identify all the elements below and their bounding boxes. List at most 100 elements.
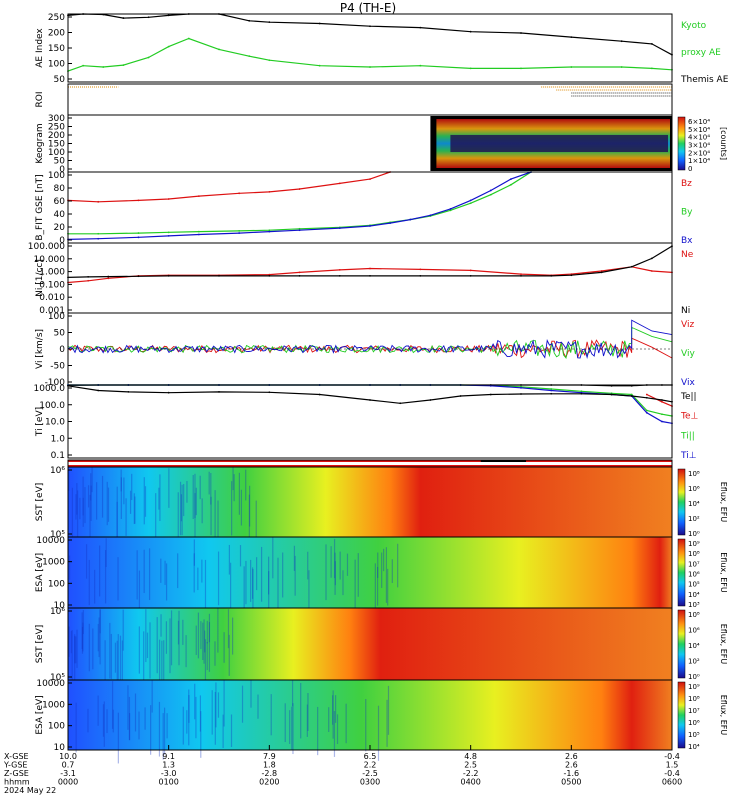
legend-entry: Ti⊥ bbox=[680, 451, 697, 461]
spectrogram-texture bbox=[201, 559, 203, 583]
footer-value: 1.5 bbox=[666, 761, 679, 770]
y-tick-label: 100 bbox=[48, 722, 65, 732]
spectrogram-texture bbox=[214, 490, 216, 544]
data-point bbox=[449, 209, 452, 212]
spectrogram-texture bbox=[240, 489, 243, 526]
spectrogram-texture bbox=[116, 486, 118, 542]
data-point bbox=[600, 271, 603, 274]
spectrogram-texture bbox=[81, 626, 84, 654]
spectrogram-texture bbox=[217, 692, 220, 718]
spectrogram-texture bbox=[177, 553, 179, 589]
spectrogram-texture bbox=[208, 622, 211, 672]
spectrogram-texture bbox=[251, 567, 254, 599]
spectrogram-texture bbox=[214, 692, 216, 745]
y-tick-label: 1000.0 bbox=[34, 384, 66, 394]
spectrogram-texture bbox=[268, 571, 270, 619]
spectrogram-texture bbox=[148, 548, 151, 601]
y-tick-label: 40 bbox=[54, 210, 66, 220]
data-point bbox=[298, 274, 301, 277]
data-point bbox=[167, 45, 170, 48]
spectrogram-texture bbox=[217, 608, 219, 653]
legend-entry: Te⊥ bbox=[680, 412, 699, 422]
data-point bbox=[449, 208, 452, 210]
spectrogram-texture bbox=[204, 639, 207, 681]
spectrogram-texture bbox=[250, 680, 252, 708]
spectrogram-texture bbox=[357, 553, 359, 597]
data-point bbox=[419, 64, 422, 67]
spectrogram-texture bbox=[122, 609, 124, 651]
colorbar-tick-label: 10⁴ bbox=[688, 591, 700, 599]
spectrogram-texture bbox=[144, 486, 147, 517]
data-point bbox=[520, 393, 522, 395]
data-point bbox=[268, 230, 271, 233]
footer-value: -0.4 bbox=[664, 769, 680, 778]
spectrogram-texture bbox=[101, 475, 104, 518]
data-point bbox=[650, 67, 653, 70]
spectrogram-texture bbox=[138, 570, 141, 613]
spectrogram-texture bbox=[161, 640, 163, 691]
footer-value: 0600 bbox=[662, 778, 682, 787]
spectrogram-texture bbox=[333, 711, 336, 757]
spectrogram-texture bbox=[210, 496, 212, 536]
data-point bbox=[167, 198, 170, 200]
y-tick-label: 100 bbox=[48, 171, 65, 181]
spectrogram-texture bbox=[82, 497, 84, 527]
data-point bbox=[87, 275, 90, 278]
data-point bbox=[510, 178, 512, 181]
data-point bbox=[580, 390, 583, 393]
y-tick-label: 100 bbox=[48, 312, 65, 322]
data-point bbox=[107, 277, 110, 280]
spectrogram-texture bbox=[155, 493, 157, 539]
footer-value: 6.5 bbox=[364, 752, 377, 761]
data-point bbox=[147, 56, 150, 59]
spectrogram-texture bbox=[98, 617, 100, 658]
data-point bbox=[630, 265, 633, 268]
spectrogram-texture bbox=[210, 473, 212, 505]
series-line bbox=[67, 319, 673, 360]
data-point bbox=[459, 395, 462, 397]
spectrogram-texture bbox=[87, 708, 89, 733]
spectrogram-texture bbox=[197, 567, 199, 591]
data-point bbox=[520, 67, 522, 70]
legend-entry: Te|| bbox=[680, 392, 697, 402]
spectrogram-texture bbox=[76, 490, 79, 543]
y-tick-label: 1.000 bbox=[39, 268, 65, 278]
y-tick-label: 60 bbox=[54, 197, 66, 207]
colorbar-tick-label: 5×10⁴ bbox=[688, 126, 710, 134]
data-point bbox=[298, 188, 301, 190]
y-axis-label: Ni [1/cc] bbox=[35, 259, 45, 297]
spectrogram-texture bbox=[158, 701, 161, 757]
keogram-core bbox=[450, 134, 668, 153]
y-tick-label: 10.000 bbox=[34, 255, 66, 265]
spectrogram-texture bbox=[307, 693, 309, 731]
data-point bbox=[369, 225, 371, 227]
data-point bbox=[661, 399, 663, 401]
spectrogram-texture bbox=[106, 481, 108, 526]
data-point bbox=[218, 390, 220, 393]
spectrogram-texture bbox=[165, 621, 168, 654]
data-point bbox=[197, 233, 200, 236]
spectrogram-texture bbox=[199, 475, 201, 500]
spectrogram-texture bbox=[387, 568, 389, 606]
spectrogram-texture bbox=[94, 569, 96, 604]
spectrogram-texture bbox=[159, 474, 161, 521]
data-point bbox=[268, 190, 271, 193]
spectrogram-texture bbox=[162, 713, 164, 760]
spectrogram-texture bbox=[294, 555, 296, 596]
spectrogram-texture bbox=[206, 642, 208, 671]
spectrogram-texture bbox=[325, 544, 327, 601]
spectrogram-texture bbox=[193, 553, 195, 593]
spectrogram-texture bbox=[129, 490, 132, 514]
spectrogram-texture bbox=[202, 622, 204, 660]
spectrogram-texture bbox=[291, 680, 294, 707]
spectrogram-texture bbox=[328, 707, 330, 733]
data-point bbox=[122, 64, 125, 67]
spectrogram-texture bbox=[206, 620, 208, 644]
y-tick-label: 10⁶ bbox=[50, 607, 65, 617]
spectrogram-texture bbox=[199, 695, 202, 732]
spectrogram-texture bbox=[109, 622, 111, 679]
colorbar-tick-label: 10⁴ bbox=[688, 642, 700, 650]
data-point bbox=[167, 14, 170, 17]
data-point bbox=[167, 391, 170, 394]
spectrogram-texture bbox=[120, 469, 122, 492]
